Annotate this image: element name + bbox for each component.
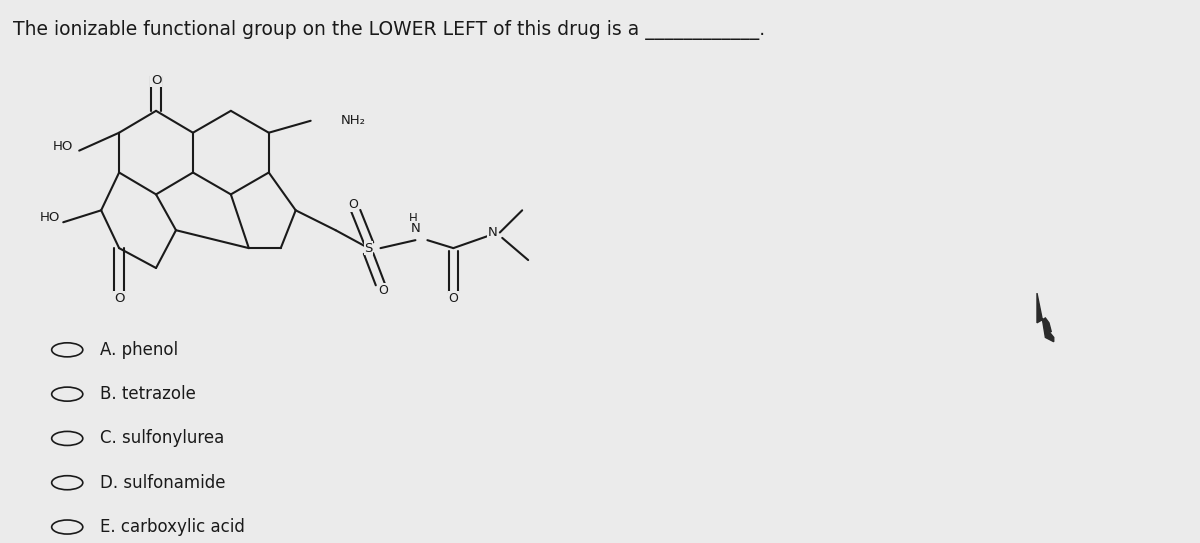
Polygon shape [1037, 293, 1054, 342]
Text: O: O [151, 74, 161, 87]
Text: HO: HO [40, 211, 60, 224]
Text: NH₂: NH₂ [341, 114, 366, 127]
Text: O: O [114, 292, 125, 305]
Text: D. sulfonamide: D. sulfonamide [100, 473, 226, 492]
Text: N: N [487, 226, 498, 239]
Text: O: O [348, 198, 358, 211]
Text: E. carboxylic acid: E. carboxylic acid [100, 518, 245, 536]
Text: HO: HO [53, 140, 73, 153]
Text: A. phenol: A. phenol [100, 341, 178, 359]
Text: S: S [365, 242, 373, 255]
Text: C. sulfonylurea: C. sulfonylurea [100, 430, 224, 447]
Text: H: H [409, 212, 418, 225]
Text: B. tetrazole: B. tetrazole [100, 385, 196, 403]
Text: N: N [410, 222, 420, 235]
Text: The ionizable functional group on the LOWER LEFT of this drug is a ____________.: The ionizable functional group on the LO… [13, 20, 766, 40]
Text: O: O [378, 284, 388, 297]
Text: O: O [449, 292, 458, 305]
